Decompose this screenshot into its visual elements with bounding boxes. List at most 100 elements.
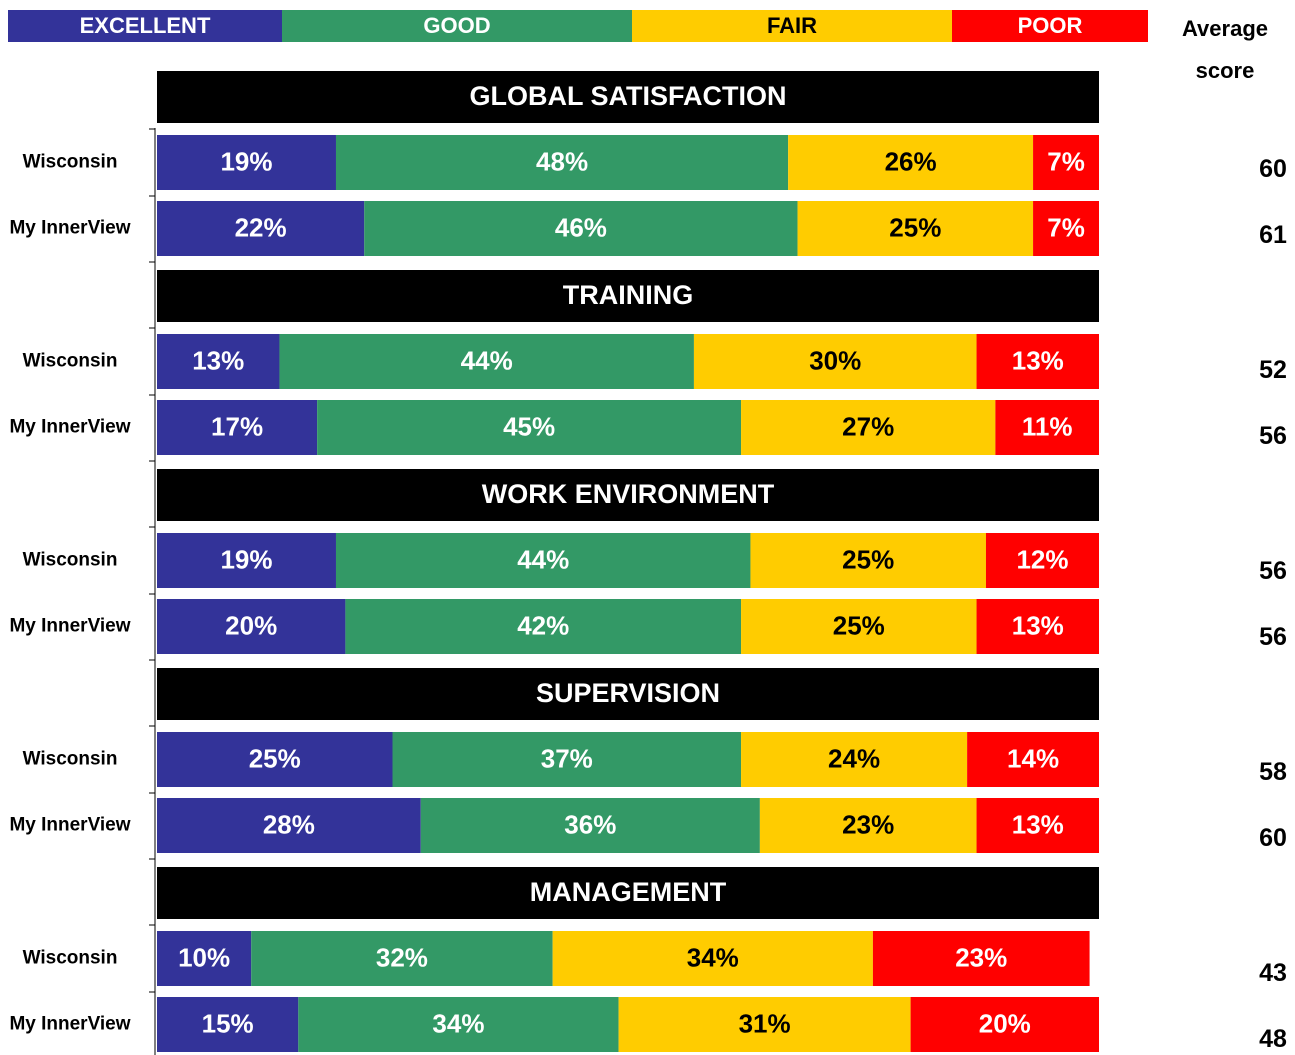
value-label: 28% — [263, 809, 315, 839]
value-label: 13% — [1012, 809, 1064, 839]
average-score: 60 — [1259, 155, 1287, 183]
legend-label: FAIR — [767, 13, 817, 38]
legend-label: EXCELLENT — [80, 13, 211, 38]
value-label: 44% — [517, 544, 569, 574]
section-header — [157, 469, 1099, 521]
category-label: Wisconsin — [23, 152, 118, 173]
bar-segment — [157, 997, 299, 1052]
bar-segment — [910, 997, 1099, 1052]
bar-segment — [157, 334, 280, 389]
legend-label: GOOD — [423, 13, 490, 38]
section-title: GLOBAL SATISFACTION — [470, 81, 787, 111]
average-score-header: Average score — [1181, 16, 1268, 83]
bar-segment — [750, 533, 986, 588]
value-label: 7% — [1047, 146, 1085, 176]
bar-segment — [335, 135, 789, 190]
value-label: 30% — [809, 345, 861, 375]
value-label: 25% — [842, 544, 894, 574]
category-label: Wisconsin — [23, 948, 118, 969]
value-label: 12% — [1016, 544, 1068, 574]
legend-swatch — [952, 10, 1148, 42]
average-score: 56 — [1259, 422, 1287, 450]
bar-segment — [157, 201, 365, 256]
value-label: 23% — [842, 809, 894, 839]
category-label: Wisconsin — [23, 351, 118, 372]
value-label: 13% — [1012, 345, 1064, 375]
value-label: 25% — [249, 743, 301, 773]
value-label: 10% — [178, 942, 230, 972]
category-label: My InnerView — [9, 417, 130, 438]
value-label: 45% — [503, 411, 555, 441]
bar-segment — [298, 997, 619, 1052]
average-score: 58 — [1259, 758, 1287, 786]
legend-swatch — [8, 10, 282, 42]
legend-swatch — [282, 10, 632, 42]
value-label: 46% — [555, 212, 607, 242]
bar-segment — [157, 798, 421, 853]
average-score: 61 — [1259, 221, 1287, 249]
bar-segment — [157, 135, 336, 190]
bar-segment — [157, 732, 393, 787]
section-header — [157, 867, 1099, 919]
bar-segment — [364, 201, 798, 256]
value-label: 15% — [202, 1008, 254, 1038]
value-label: 48% — [536, 146, 588, 176]
bar-segment — [741, 599, 977, 654]
bar-segment — [157, 931, 252, 986]
category-label: My InnerView — [9, 616, 130, 637]
bar-segment — [797, 201, 1034, 256]
value-label: 7% — [1047, 212, 1085, 242]
section-header — [157, 668, 1099, 720]
value-label: 13% — [1012, 610, 1064, 640]
bar-segment — [157, 599, 346, 654]
average-score: 56 — [1259, 623, 1287, 651]
bar-segment — [985, 533, 1099, 588]
value-label: 17% — [211, 411, 263, 441]
bar-segment — [976, 798, 1099, 853]
bar-segment — [759, 798, 977, 853]
section-title: WORK ENVIRONMENT — [482, 479, 775, 509]
value-label: 31% — [739, 1008, 791, 1038]
value-label: 23% — [955, 942, 1007, 972]
bar-segment — [693, 334, 977, 389]
bar-segment — [1033, 201, 1099, 256]
bar-segment — [1033, 135, 1099, 190]
section-title: TRAINING — [563, 280, 694, 310]
value-label: 26% — [885, 146, 937, 176]
category-label: Wisconsin — [23, 550, 118, 571]
value-label: 19% — [220, 544, 272, 574]
value-label: 42% — [517, 610, 569, 640]
legend-label: POOR — [1018, 13, 1083, 38]
category-label: My InnerView — [9, 218, 130, 239]
category-label: Wisconsin — [23, 749, 118, 770]
bar-segment — [251, 931, 553, 986]
bar-segment — [317, 400, 742, 455]
bar-segment — [741, 732, 968, 787]
value-label: 20% — [225, 610, 277, 640]
value-label: 34% — [432, 1008, 484, 1038]
value-label: 34% — [687, 942, 739, 972]
section-header — [157, 71, 1099, 123]
value-label: 24% — [828, 743, 880, 773]
value-label: 20% — [979, 1008, 1031, 1038]
legend-swatch — [632, 10, 952, 42]
bar-segment — [335, 533, 751, 588]
value-label: 37% — [541, 743, 593, 773]
bar-segment — [420, 798, 760, 853]
average-score: 48 — [1259, 1025, 1287, 1053]
bar-segment — [157, 533, 336, 588]
category-label: My InnerView — [9, 1014, 130, 1035]
bar-segment — [872, 931, 1090, 986]
value-label: 19% — [220, 146, 272, 176]
value-label: 25% — [889, 212, 941, 242]
bar-segment — [976, 334, 1099, 389]
category-label: My InnerView — [9, 815, 130, 836]
bar-segment — [995, 400, 1099, 455]
section-header — [157, 270, 1099, 322]
average-score: 56 — [1259, 557, 1287, 585]
bar-segment — [345, 599, 742, 654]
bar-segment — [976, 599, 1099, 654]
value-label: 44% — [461, 345, 513, 375]
